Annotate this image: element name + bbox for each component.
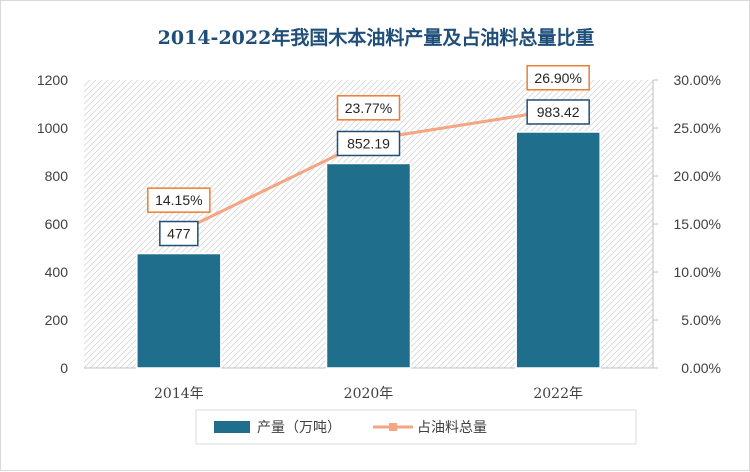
left-axis-tick-label: 200 bbox=[45, 312, 69, 328]
x-axis-category-label: 2020年 bbox=[344, 386, 394, 402]
left-axis-tick-label: 800 bbox=[45, 168, 69, 184]
line-data-label: 23.77% bbox=[345, 100, 392, 116]
left-axis-tick-label: 600 bbox=[45, 216, 69, 232]
legend-line-marker bbox=[389, 423, 397, 431]
line-data-label: 14.15% bbox=[155, 192, 202, 208]
right-axis-tick-label: 15.00% bbox=[674, 216, 721, 232]
right-axis-tick-label: 10.00% bbox=[674, 264, 721, 280]
x-axis-category-label: 2022年 bbox=[533, 386, 583, 402]
right-axis-tick-label: 25.00% bbox=[674, 120, 721, 136]
bar-data-label: 852.19 bbox=[347, 135, 390, 151]
chart-title: 2014-2022年我国木本油料产量及占油料总量比重 bbox=[157, 27, 595, 49]
right-axis-tick-label: 5.00% bbox=[681, 312, 721, 328]
bar-data-label-box bbox=[159, 220, 199, 247]
bar-data-label: 477 bbox=[167, 226, 191, 242]
left-axis-tick-label: 1200 bbox=[37, 72, 68, 88]
right-axis-tick-label: 30.00% bbox=[674, 72, 721, 88]
left-axis-tick-label: 400 bbox=[45, 264, 69, 280]
line-data-label-box bbox=[147, 187, 211, 213]
bar bbox=[515, 131, 601, 369]
right-axis-tick-label: 0.00% bbox=[681, 360, 721, 376]
line-data-label-box bbox=[336, 95, 401, 121]
line-data-label-box bbox=[526, 65, 590, 91]
left-axis-tick-label: 0 bbox=[60, 360, 68, 376]
x-axis-category-label: 2014年 bbox=[154, 386, 204, 402]
right-axis-tick-label: 20.00% bbox=[674, 168, 721, 184]
legend-bar-swatch bbox=[214, 421, 250, 433]
bar-data-label-box bbox=[526, 99, 590, 125]
left-axis-tick-label: 1000 bbox=[37, 120, 68, 136]
legend-line-label: 占油料总量 bbox=[417, 420, 487, 436]
bar bbox=[325, 162, 412, 369]
bar-data-label-box bbox=[336, 130, 401, 157]
legend-bar-label: 产量（万吨） bbox=[257, 420, 341, 436]
bar-data-label: 983.42 bbox=[537, 104, 580, 120]
line-data-label: 26.90% bbox=[534, 70, 581, 86]
bar bbox=[136, 252, 222, 369]
legend-box bbox=[195, 409, 637, 445]
